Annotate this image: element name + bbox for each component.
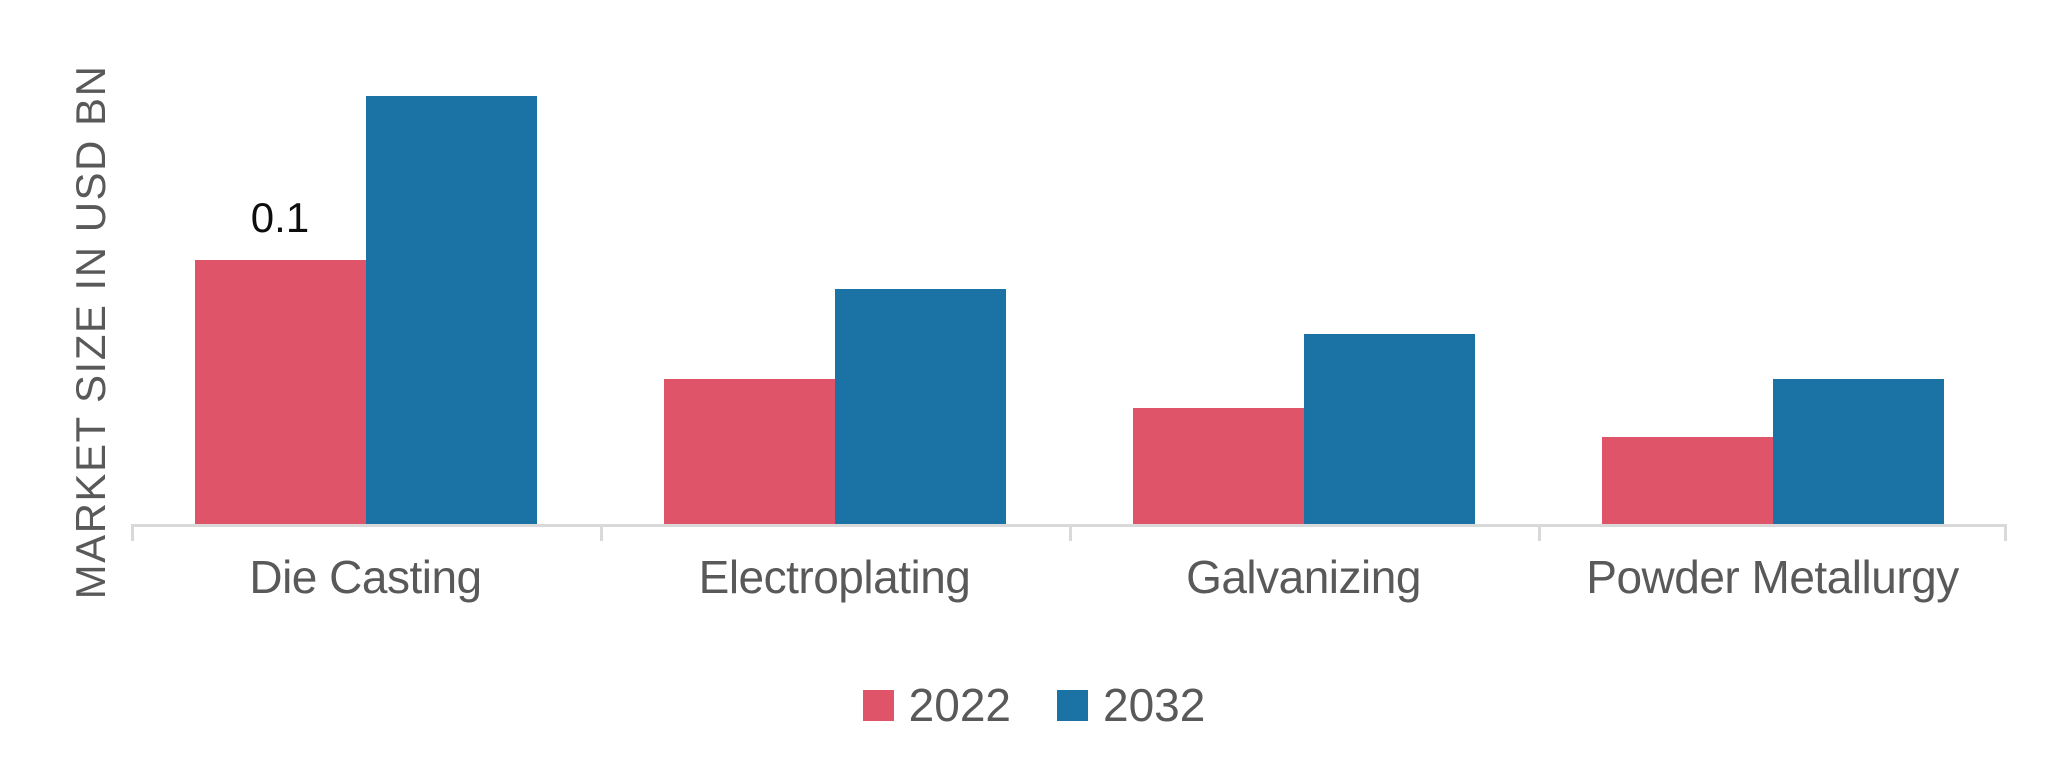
bar-2022-galvanizing [1132, 407, 1304, 524]
bar-2032-electroplating [834, 288, 1006, 524]
x-axis-tick-1 [600, 524, 603, 541]
plot-area: 0.1 [131, 75, 2007, 541]
x-axis-tick-0 [131, 524, 134, 541]
x-axis-label-electroplating: Electroplating [698, 551, 971, 603]
x-axis-label-powder-metallurgy: Powder Metallurgy [1586, 551, 1959, 603]
bar-2032-die-casting [365, 96, 537, 524]
x-axis-tick-2 [1069, 524, 1072, 541]
bar-2022-powder-metallurgy [1601, 436, 1773, 524]
legend-label-2032: 2032 [1103, 679, 1206, 731]
legend-swatch-2032-icon [1057, 689, 1088, 721]
y-axis-title: MARKET SIZE IN USD BN [67, 64, 114, 600]
bar-2022-electroplating [663, 378, 835, 524]
legend-item-2032: 2032 [1057, 678, 1205, 732]
legend-item-2022: 2022 [862, 678, 1011, 732]
x-axis-label-die-casting: Die Casting [249, 551, 482, 603]
bar-2022-die-casting [194, 259, 366, 524]
x-axis-label-galvanizing: Galvanizing [1186, 551, 1421, 603]
x-axis-category-labels: Die Casting Electroplating Galvanizing P… [131, 550, 2007, 604]
data-label-2022-die-casting: 0.1 [250, 193, 310, 241]
legend-swatch-2022-icon [862, 689, 894, 721]
legend-label-2022: 2022 [908, 679, 1011, 731]
bar-2032-powder-metallurgy [1772, 378, 1944, 524]
x-axis-tick-3 [1538, 524, 1541, 541]
x-axis-tick-4 [2004, 524, 2007, 541]
legend: 2022 2032 [0, 678, 2068, 732]
bar-2032-galvanizing [1303, 333, 1475, 524]
